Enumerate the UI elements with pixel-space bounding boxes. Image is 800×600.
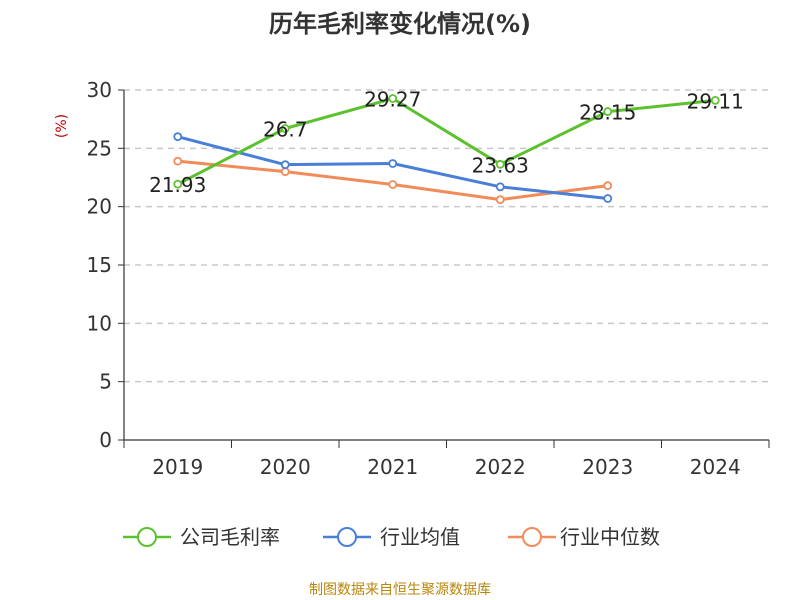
series-0 [173, 94, 720, 189]
axes [123, 90, 770, 448]
point-2-2020 [280, 167, 290, 177]
x-tick-label-2022: 2022 [475, 455, 526, 479]
y-tick-label-0: 0 [99, 428, 112, 452]
x-tick-label-2020: 2020 [260, 455, 311, 479]
y-tick-labels: 0 5 10 15 20 25 30 [87, 78, 112, 452]
data-label-2024: 29.11 [687, 89, 744, 113]
y-tick-label-30: 30 [87, 78, 112, 102]
y-tick-label-15: 15 [87, 253, 112, 277]
legend-item-2: 行业中位数 [508, 525, 660, 549]
x-tick-label-2021: 2021 [367, 455, 418, 479]
point-2-2023 [603, 181, 613, 191]
y-tick-label-5: 5 [99, 370, 112, 394]
series-1 [173, 132, 613, 203]
legend-item-1: 行业均值 [323, 525, 460, 549]
point-2-2021 [388, 180, 398, 189]
legend-label-1: 行业均值 [380, 525, 460, 549]
legend-label-0: 公司毛利率 [180, 525, 280, 549]
point-0-2020 [280, 124, 290, 133]
data-labels: 21.93 26.7 29.27 23.63 28.15 29.11 [149, 88, 744, 198]
data-label-2022: 23.63 [472, 153, 529, 177]
point-0-2024 [710, 95, 720, 105]
point-1-2022 [495, 182, 505, 192]
point-0-2019 [173, 179, 183, 189]
source-note: 制图数据来自恒生聚源数据库 [309, 582, 491, 598]
series-group [173, 94, 720, 205]
x-tick-label-2023: 2023 [582, 455, 633, 479]
y-tick-label-25: 25 [87, 136, 112, 160]
x-tick-label-2019: 2019 [152, 455, 203, 479]
legend-marker-1 [337, 527, 357, 547]
y-tick-label-10: 10 [87, 311, 112, 335]
point-1-2021 [388, 159, 398, 168]
x-tick-labels: 2019 2020 2021 2022 2023 2024 [152, 455, 740, 479]
data-label-2021: 29.27 [364, 88, 421, 112]
point-0-2022 [495, 159, 505, 169]
y-axis-label: (%) [54, 114, 70, 138]
series-line-0 [177, 97, 716, 186]
point-1-2019 [173, 132, 183, 142]
legend-marker-2 [522, 527, 542, 547]
data-label-2020: 26.7 [263, 118, 308, 142]
data-label-2023: 28.15 [579, 101, 636, 125]
point-2-2019 [173, 156, 183, 166]
legend-label-2: 行业中位数 [560, 525, 660, 549]
y-tick-label-20: 20 [87, 195, 112, 219]
x-tick-label-2024: 2024 [690, 455, 741, 479]
grid-lines [118, 89, 769, 441]
point-0-2023 [603, 107, 613, 116]
point-2-2022 [495, 195, 505, 205]
data-label-2019: 21.93 [149, 173, 206, 197]
point-1-2020 [280, 160, 290, 170]
legend-marker-0 [137, 527, 157, 547]
legend: 公司毛利率 行业均值 行业中位数 [123, 525, 660, 549]
point-1-2023 [603, 194, 613, 203]
point-0-2021 [388, 94, 398, 103]
chart-title: 历年毛利率变化情况(%) [269, 10, 531, 38]
legend-item-0: 公司毛利率 [123, 525, 280, 549]
